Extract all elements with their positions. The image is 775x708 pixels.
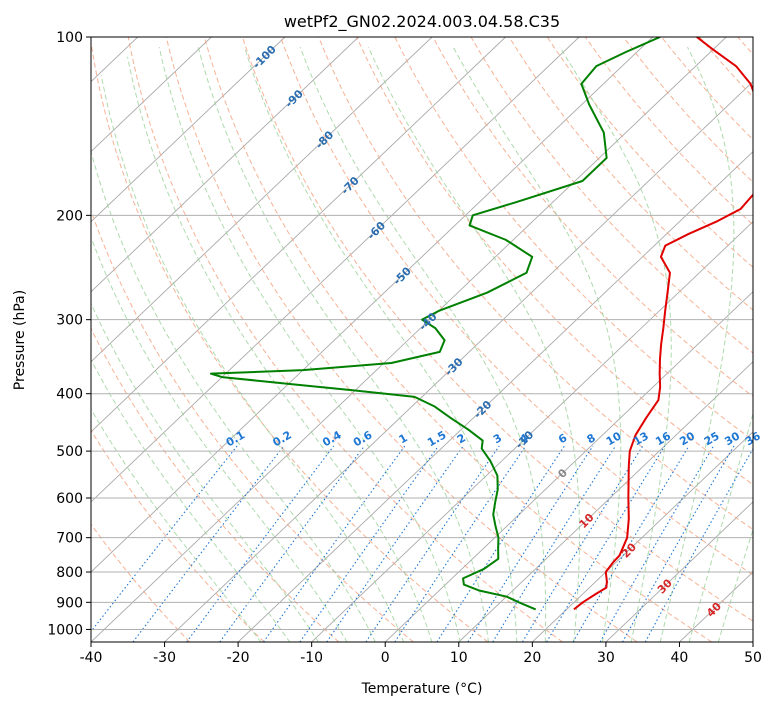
dry-adiabat-line — [356, 37, 753, 486]
moist-adiabat-line — [688, 411, 753, 642]
dry-adiabat-line — [91, 429, 265, 642]
mixing-ratio-line — [132, 445, 285, 642]
y-tick-label: 400 — [56, 387, 83, 403]
mixing-ratio-line — [394, 445, 527, 642]
isotherm-line — [91, 37, 433, 363]
moist-adiabat-line — [127, 56, 433, 642]
mixing-ratio-line — [492, 445, 617, 642]
dry-adiabat-line — [623, 37, 753, 183]
isotherm-line — [237, 151, 753, 642]
dry-adiabat-line — [127, 37, 563, 642]
moist-adiabat-line — [452, 46, 622, 642]
mixing-ratio-line — [299, 445, 439, 642]
x-tick-label: 50 — [744, 650, 762, 666]
y-tick-label: 100 — [56, 30, 83, 46]
isotherm-line — [384, 291, 753, 642]
dry-adiabat-line — [91, 39, 489, 642]
dry-adiabat-line — [470, 37, 753, 354]
dry-adiabat-line — [91, 209, 414, 642]
mixing-ratio-line — [436, 445, 565, 642]
mixing-ratio-line — [644, 447, 753, 642]
isotherm-line — [91, 37, 727, 642]
isotherm-line — [605, 501, 753, 642]
y-tick-label: 800 — [56, 565, 83, 581]
mixing-ratio-line — [186, 445, 335, 642]
y-axis-label: Pressure (hPa) — [12, 290, 28, 390]
y-tick-label: 900 — [56, 595, 83, 611]
y-tick-label: 200 — [56, 208, 83, 224]
mixing-ratio-line — [365, 445, 500, 642]
dry-adiabat-line — [242, 37, 753, 622]
sounding-traces — [209, 37, 753, 611]
moist-adiabat-line — [717, 528, 753, 642]
isotherm-line — [91, 37, 580, 503]
mixing-ratio-line — [521, 445, 644, 642]
dry-adiabat-line — [432, 37, 753, 398]
dry-adiabat-line — [91, 523, 191, 642]
dry-adiabat-line — [508, 37, 753, 311]
mixing-ratio-line — [91, 445, 238, 633]
isotherm-line — [532, 431, 753, 642]
x-tick-label: 20 — [523, 650, 541, 666]
dry-adiabat-line — [318, 37, 753, 531]
dry-adiabat-line — [203, 37, 713, 642]
isotherm-line — [91, 37, 212, 153]
isotherm-line — [91, 37, 286, 223]
x-tick-label: -20 — [227, 650, 250, 666]
moist-adiabat-line — [91, 149, 376, 642]
mixing-ratio-line — [572, 445, 690, 642]
moist-adiabat-line — [197, 46, 489, 642]
pressure-gridlines — [91, 37, 753, 630]
dry-adiabat-line — [584, 37, 753, 226]
isotherm-line — [91, 37, 506, 433]
x-tick-label: -30 — [153, 650, 176, 666]
moist-adiabat-line — [100, 75, 405, 642]
moist-adiabat-line — [367, 46, 581, 642]
mixing-ratio-line — [326, 445, 464, 642]
plot-frame — [90, 36, 754, 643]
y-tick-label: 700 — [56, 531, 83, 547]
chart-title: wetPf2_GN02.2024.003.04.58.C35 — [284, 12, 560, 32]
y-tick-label: 500 — [56, 444, 83, 460]
x-tick-label: 10 — [450, 650, 468, 666]
moist-adiabat-line — [91, 358, 291, 642]
isotherm-line — [91, 37, 359, 293]
y-tick-label: 600 — [56, 491, 83, 507]
isotherm-line — [458, 361, 753, 642]
reference-lines — [91, 37, 753, 642]
dry-adiabat-line — [280, 37, 753, 576]
dry-adiabat-line — [394, 37, 753, 441]
moist-adiabat-line — [299, 46, 547, 642]
x-axis-label: Temperature (°C) — [361, 681, 483, 697]
moist-adiabat-line — [91, 235, 348, 642]
dewpoint-trace — [209, 37, 661, 611]
x-tick-label: 40 — [671, 650, 689, 666]
axes: -40 -30 -20 -10 0 10 20 30 40 50 100 200 300 400 500 60… — [47, 30, 762, 666]
x-tick-label: 0 — [381, 650, 390, 666]
moist-adiabat-line — [91, 408, 262, 642]
moist-adiabat-line — [559, 46, 672, 642]
x-tick-label: 30 — [597, 650, 615, 666]
mixing-ratio-line — [546, 445, 666, 642]
moist-adiabat-line — [659, 46, 735, 642]
y-tick-label: 300 — [56, 313, 83, 329]
isotherm-line — [164, 80, 753, 642]
temperature-trace — [573, 37, 753, 611]
mixing-ratio-line — [263, 445, 406, 642]
mixing-ratio-line — [467, 445, 594, 642]
x-tick-label: -40 — [80, 650, 103, 666]
x-tick-label: -10 — [300, 650, 323, 666]
moist-adiabat-line — [158, 46, 461, 642]
y-tick-label: 1000 — [47, 622, 83, 638]
isotherm-line — [91, 37, 654, 573]
